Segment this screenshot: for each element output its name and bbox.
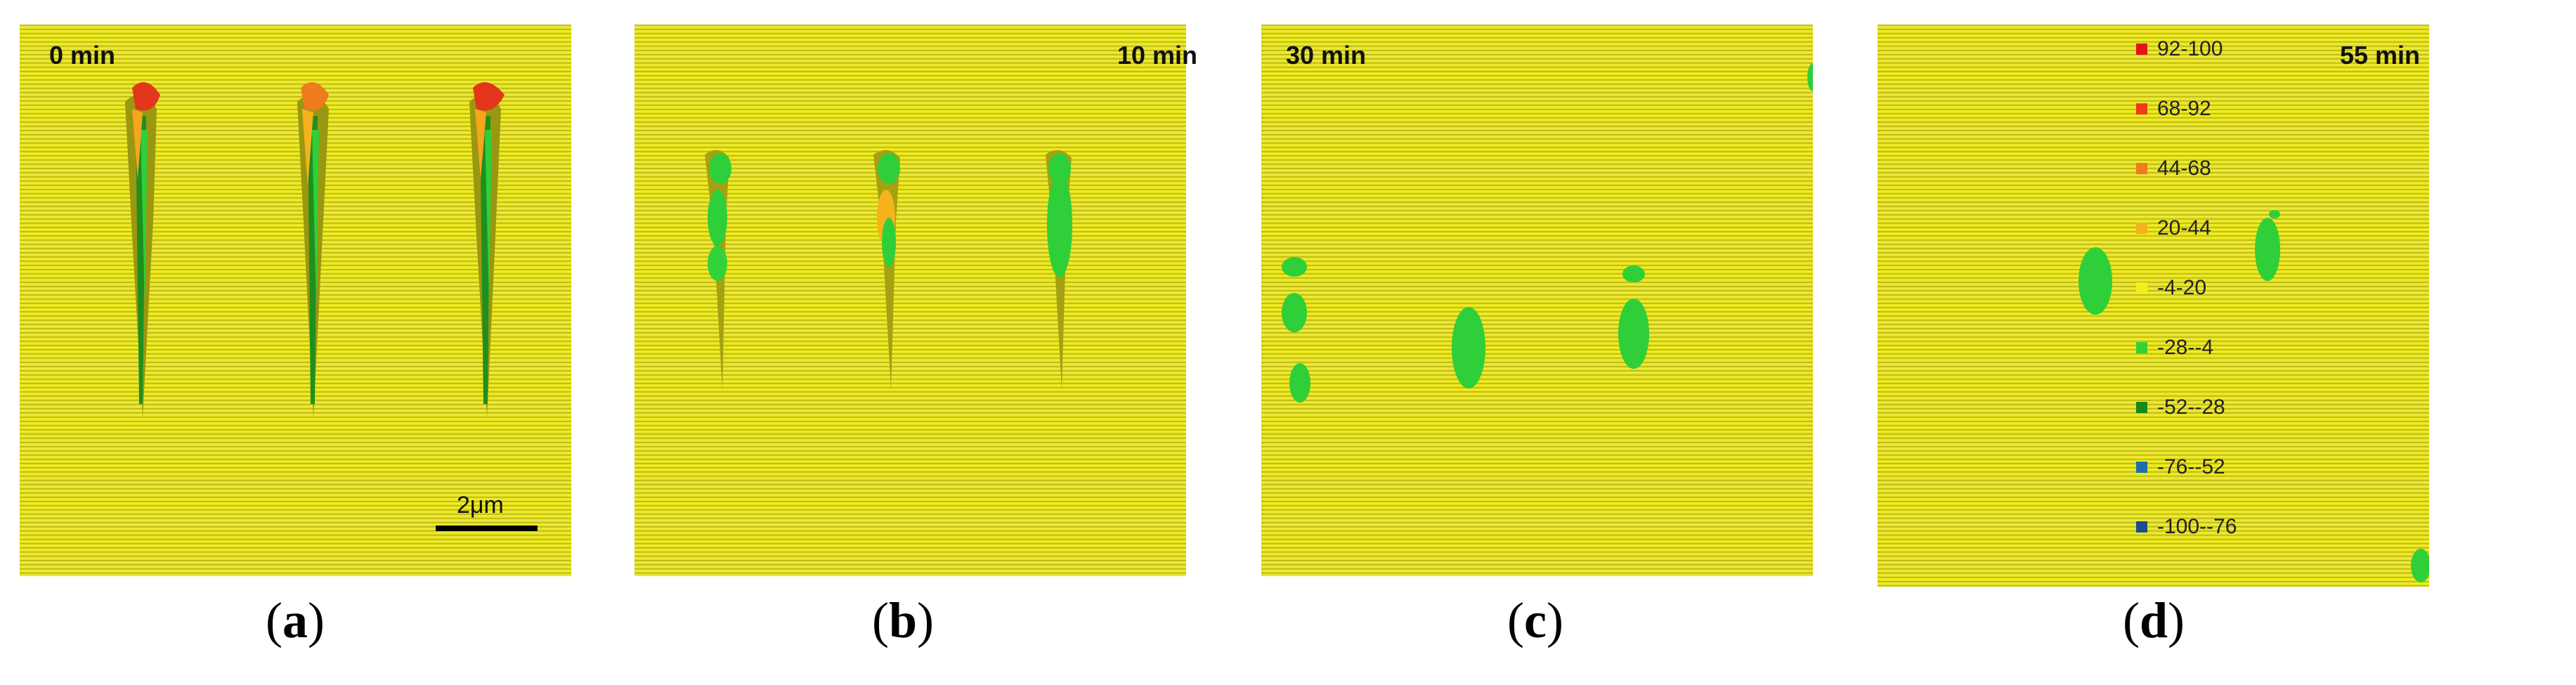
legend-swatch [2136,521,2147,533]
caption-letter-c: c [1524,592,1547,648]
legend-item: 44-68 [2136,155,2211,183]
legend-label: 44-68 [2157,157,2211,180]
afm-panel-a [20,25,571,576]
legend-item: -4-20 [2136,274,2206,302]
caption-d: (d) [2122,592,2185,648]
indent-3 [469,82,505,418]
legend-item: 92-100 [2136,35,2223,63]
afm-panel-d [1878,25,2429,587]
afm-panel-b [635,25,1186,576]
legend-swatch [2136,402,2147,413]
legend-item: -100--76 [2136,513,2237,541]
legend-swatch [2136,44,2147,55]
indent-2 [873,150,900,391]
caption-letter-a: a [282,592,308,648]
indent-3 [1046,150,1072,391]
legend-swatch [2136,462,2147,473]
indent-2 [297,82,329,418]
legend-swatch [2136,223,2147,234]
caption-letter-d: d [2139,592,2168,648]
caption-letter-b: b [888,592,918,648]
legend-swatch [2136,163,2147,174]
time-label-d: 55 min [2340,41,2421,70]
time-label-b: 10 min [1117,41,1198,70]
indent-1 [705,150,731,391]
afm-image-c [1261,25,1813,576]
legend-label: 92-100 [2157,37,2223,60]
legend-label: 68-92 [2157,97,2211,120]
legend-label: -100--76 [2157,515,2237,538]
scale-bar-label: 2μm [457,492,504,518]
legend-swatch [2136,342,2147,353]
afm-panel-c [1261,25,1813,576]
legend-label: 20-44 [2157,216,2211,240]
indent-1 [125,82,160,418]
time-label-c: 30 min [1286,41,1367,70]
afm-image-b [635,25,1186,576]
legend-label: -4-20 [2157,276,2207,299]
scale-bar-line [436,526,538,531]
legend-item: -76--52 [2136,453,2225,481]
legend-label: -52--28 [2157,396,2225,419]
legend-swatch [2136,282,2147,294]
caption-a: (a) [266,592,325,648]
legend-item: 68-92 [2136,95,2211,123]
time-label-a: 0 min [49,41,116,70]
legend-item: 20-44 [2136,214,2211,242]
afm-image-a [20,25,571,576]
legend-label: -76--52 [2157,455,2225,478]
legend-item: -52--28 [2136,393,2225,422]
legend-swatch [2136,103,2147,115]
afm-image-d [1878,25,2429,587]
caption-c: (c) [1507,592,1563,648]
legend-item: -28--4 [2136,334,2213,362]
legend-label: -28--4 [2157,336,2214,359]
caption-b: (b) [871,592,934,648]
